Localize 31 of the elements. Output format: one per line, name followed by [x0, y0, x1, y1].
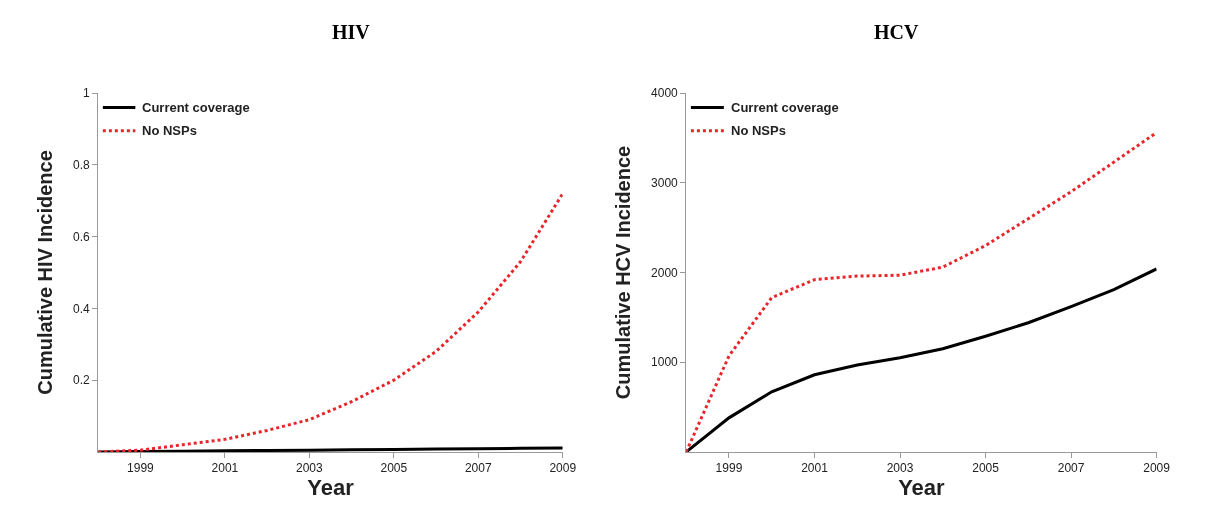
x-axis-title: Year [898, 475, 946, 501]
legend-label: Current coverage [731, 100, 839, 115]
legend-label: Current coverage [142, 100, 250, 115]
legend-label: No NSPs [142, 123, 197, 138]
x-tick-label: 2009 [1143, 461, 1171, 476]
y-tick-label: 1 [83, 86, 91, 101]
y-tick-label: 0.2 [73, 373, 91, 388]
y-tick-label: 0.6 [73, 229, 91, 244]
x-tick-label: 2001 [801, 461, 829, 476]
x-tick-label: 1999 [715, 461, 743, 476]
x-tick-label: 2007 [464, 461, 492, 476]
x-tick-label: 2003 [886, 461, 914, 476]
x-tick-label: 2009 [549, 461, 577, 476]
y-tick-label: 4000 [651, 86, 679, 101]
x-tick-label: 2003 [296, 461, 324, 476]
y-tick-label: 3000 [651, 175, 679, 190]
y-tick-label: 1000 [651, 355, 679, 370]
x-tick-label: 2005 [380, 461, 408, 476]
x-tick-label: 2005 [972, 461, 1000, 476]
x-tick-label: 1999 [127, 461, 155, 476]
x-tick-label: 2007 [1057, 461, 1085, 476]
legend-label: No NSPs [731, 123, 786, 138]
x-tick-label: 2001 [211, 461, 239, 476]
y-axis-title: Cumulative HIV Incidence [33, 150, 56, 395]
x-axis-title: Year [307, 475, 355, 501]
chart-title: HCV [874, 21, 919, 43]
y-axis-title: Cumulative HCV Incidence [611, 145, 634, 400]
y-tick-label: 2000 [651, 265, 679, 280]
chart-title: HIV [332, 21, 371, 43]
y-tick-label: 0.8 [73, 158, 91, 173]
y-tick-label: 0.4 [73, 301, 91, 316]
